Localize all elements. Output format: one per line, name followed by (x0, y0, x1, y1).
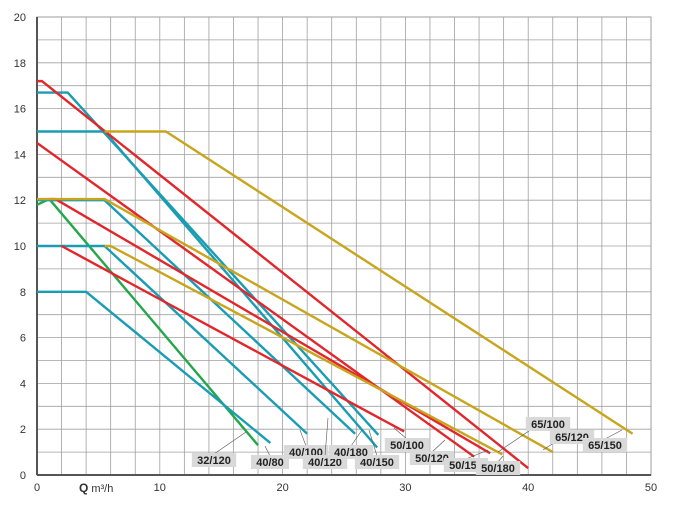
x-tick-label: 0 (34, 482, 40, 494)
label-text: 40/180 (334, 447, 368, 459)
x-tick-label: 40 (522, 482, 534, 494)
series-label-50-120: 50/120 (409, 439, 455, 465)
y-tick-label: 4 (20, 378, 26, 390)
label-box (409, 451, 455, 465)
label-text: 50/180 (481, 463, 515, 475)
label-box (328, 445, 374, 459)
y-tick-label: 20 (14, 12, 26, 24)
label-text: 50/150 (449, 460, 483, 472)
label-text: 65/150 (588, 440, 622, 452)
y-tick-label: 6 (20, 333, 26, 345)
x-tick-label: 50 (645, 482, 657, 494)
x-tick-label: 30 (399, 482, 411, 494)
leader-line (604, 429, 623, 440)
y-tick-label: 16 (14, 104, 26, 116)
series-label-32-120: 32/120 (191, 431, 247, 467)
series-label-50-100: 50/100 (384, 427, 430, 452)
y-axis-ticks: 0 2 4 6 8 10 12 14 16 18 20 (14, 12, 26, 482)
leader-line (465, 449, 489, 460)
x-tick-label: 10 (154, 482, 166, 494)
label-text: 65/100 (531, 419, 565, 431)
series-line-65-120 (37, 197, 554, 454)
label-text: 40/80 (256, 457, 284, 469)
leader-line (213, 431, 247, 455)
series-line-50-120 (36, 141, 475, 458)
label-box (582, 438, 628, 452)
leader-line (350, 429, 363, 447)
label-box (475, 461, 521, 475)
leader-line (393, 427, 408, 440)
y-tick-label: 10 (14, 241, 26, 253)
leader-line (431, 439, 446, 453)
series-label-50-180: 50/180 (475, 455, 521, 475)
series-line-65-100 (104, 244, 503, 456)
label-text: 50/100 (390, 440, 424, 452)
leader-line (264, 445, 271, 457)
label-text: 40/120 (308, 457, 342, 469)
x-tick-label: 20 (276, 482, 288, 494)
y-tick-label: 8 (20, 287, 26, 299)
series-label-65-150: 65/150 (582, 429, 628, 452)
y-tick-label: 12 (14, 195, 26, 207)
leader-line (368, 429, 378, 457)
leader-line (324, 417, 329, 457)
series-label-65-100: 65/100 (497, 417, 571, 453)
series-lines (36, 79, 634, 470)
y-tick-label: 2 (20, 424, 26, 436)
y-tick-label: 18 (14, 58, 26, 70)
label-text: 65/120 (555, 432, 589, 444)
series-line-40-80 (37, 290, 272, 444)
series-line-65-150 (104, 130, 634, 435)
label-box (384, 438, 430, 452)
x-axis-ticks: 0 10 20 30 40 50 (34, 482, 657, 494)
series-line-50-100 (60, 244, 405, 433)
label-text: 32/120 (197, 455, 231, 467)
label-box (251, 455, 289, 469)
leader-line (299, 429, 307, 447)
label-box (525, 417, 571, 431)
series-label-40-80: 40/80 (251, 445, 289, 469)
series-label-40-180: 40/180 (328, 429, 374, 459)
series-line-40-180 (37, 91, 380, 436)
label-text: 40/150 (360, 457, 394, 469)
label-box (191, 453, 237, 467)
series-line-50-180 (37, 79, 529, 470)
y-tick-label: 0 (20, 470, 26, 482)
label-text: 50/120 (415, 453, 449, 465)
y-tick-label: 14 (14, 149, 26, 161)
